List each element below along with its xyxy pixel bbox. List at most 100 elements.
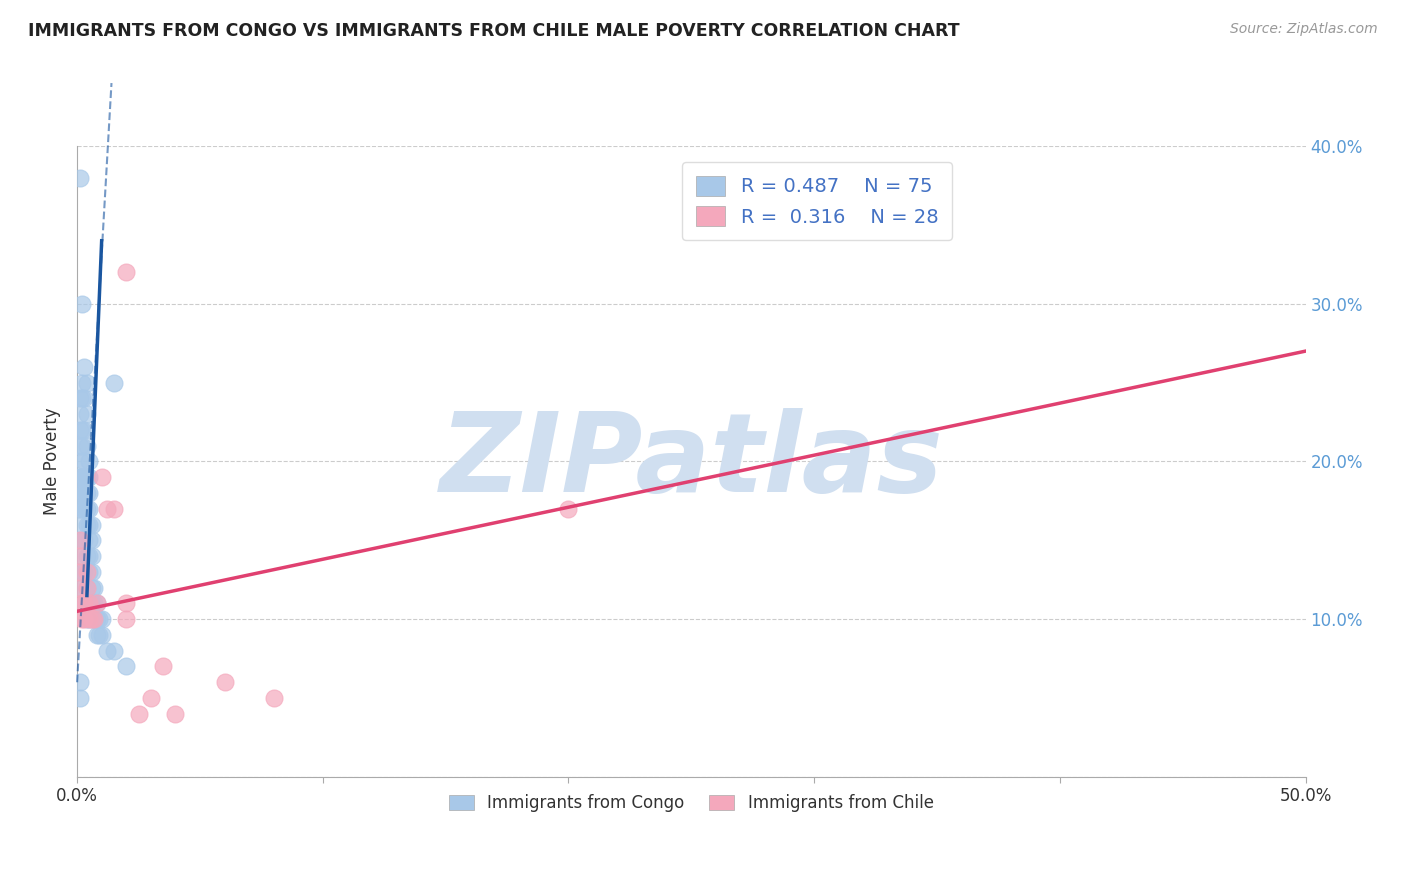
Point xyxy=(76,407,98,421)
Point xyxy=(76,517,98,532)
Point xyxy=(214,675,236,690)
Point xyxy=(79,517,101,532)
Point xyxy=(70,423,93,437)
Point xyxy=(80,549,103,563)
Point xyxy=(73,501,96,516)
Point xyxy=(86,612,108,626)
Point xyxy=(80,596,103,610)
Point xyxy=(69,565,91,579)
Point xyxy=(80,581,103,595)
Point xyxy=(115,612,138,626)
Point xyxy=(79,533,101,548)
Point xyxy=(70,376,93,390)
Point xyxy=(86,596,108,610)
Point xyxy=(69,691,91,706)
Point xyxy=(79,612,101,626)
Point xyxy=(69,470,91,484)
Point xyxy=(69,533,91,548)
Point xyxy=(90,628,112,642)
Point xyxy=(165,706,187,721)
Point xyxy=(76,612,98,626)
Point xyxy=(76,565,98,579)
Point xyxy=(70,549,93,563)
Point xyxy=(79,596,101,610)
Point xyxy=(128,706,150,721)
Point xyxy=(69,454,91,468)
Legend: Immigrants from Congo, Immigrants from Chile: Immigrants from Congo, Immigrants from C… xyxy=(441,788,941,819)
Point xyxy=(73,565,96,579)
Point xyxy=(90,612,112,626)
Point xyxy=(70,486,93,500)
Point xyxy=(96,501,118,516)
Point xyxy=(103,644,125,658)
Point xyxy=(69,439,91,453)
Point xyxy=(69,170,91,185)
Point xyxy=(70,501,93,516)
Point xyxy=(83,612,105,626)
Point xyxy=(73,423,96,437)
Point xyxy=(73,612,96,626)
Point xyxy=(69,565,91,579)
Point xyxy=(83,596,105,610)
Point xyxy=(79,470,101,484)
Point xyxy=(73,359,96,374)
Point xyxy=(115,265,138,279)
Point xyxy=(263,691,285,706)
Point xyxy=(70,439,93,453)
Point xyxy=(76,501,98,516)
Point xyxy=(76,376,98,390)
Point xyxy=(89,628,111,642)
Point xyxy=(73,392,96,406)
Point xyxy=(103,376,125,390)
Point xyxy=(115,659,138,673)
Point xyxy=(70,392,93,406)
Point xyxy=(80,565,103,579)
Point xyxy=(69,533,91,548)
Point xyxy=(76,439,98,453)
Point xyxy=(69,423,91,437)
Point xyxy=(103,501,125,516)
Point xyxy=(79,596,101,610)
Point xyxy=(69,501,91,516)
Point xyxy=(79,486,101,500)
Point xyxy=(76,486,98,500)
Point xyxy=(96,644,118,658)
Point xyxy=(152,659,174,673)
Point xyxy=(80,612,103,626)
Text: Source: ZipAtlas.com: Source: ZipAtlas.com xyxy=(1230,22,1378,37)
Point xyxy=(70,596,93,610)
Y-axis label: Male Poverty: Male Poverty xyxy=(44,408,60,516)
Point xyxy=(115,596,138,610)
Point xyxy=(79,565,101,579)
Point xyxy=(70,297,93,311)
Point xyxy=(79,549,101,563)
Point xyxy=(76,549,98,563)
Point xyxy=(86,628,108,642)
Point xyxy=(69,407,91,421)
Point xyxy=(73,533,96,548)
Text: ZIPatlas: ZIPatlas xyxy=(440,408,943,515)
Point xyxy=(70,612,93,626)
Point xyxy=(73,596,96,610)
Point xyxy=(73,596,96,610)
Point xyxy=(73,486,96,500)
Point xyxy=(557,501,579,516)
Point xyxy=(80,517,103,532)
Point xyxy=(70,470,93,484)
Point xyxy=(89,612,111,626)
Point xyxy=(83,581,105,595)
Point xyxy=(79,454,101,468)
Point xyxy=(86,596,108,610)
Point xyxy=(73,470,96,484)
Point xyxy=(69,581,91,595)
Point xyxy=(139,691,162,706)
Point xyxy=(79,501,101,516)
Point xyxy=(69,392,91,406)
Point xyxy=(76,470,98,484)
Point xyxy=(73,454,96,468)
Point xyxy=(70,517,93,532)
Point xyxy=(80,533,103,548)
Point xyxy=(80,612,103,626)
Text: IMMIGRANTS FROM CONGO VS IMMIGRANTS FROM CHILE MALE POVERTY CORRELATION CHART: IMMIGRANTS FROM CONGO VS IMMIGRANTS FROM… xyxy=(28,22,960,40)
Point xyxy=(76,581,98,595)
